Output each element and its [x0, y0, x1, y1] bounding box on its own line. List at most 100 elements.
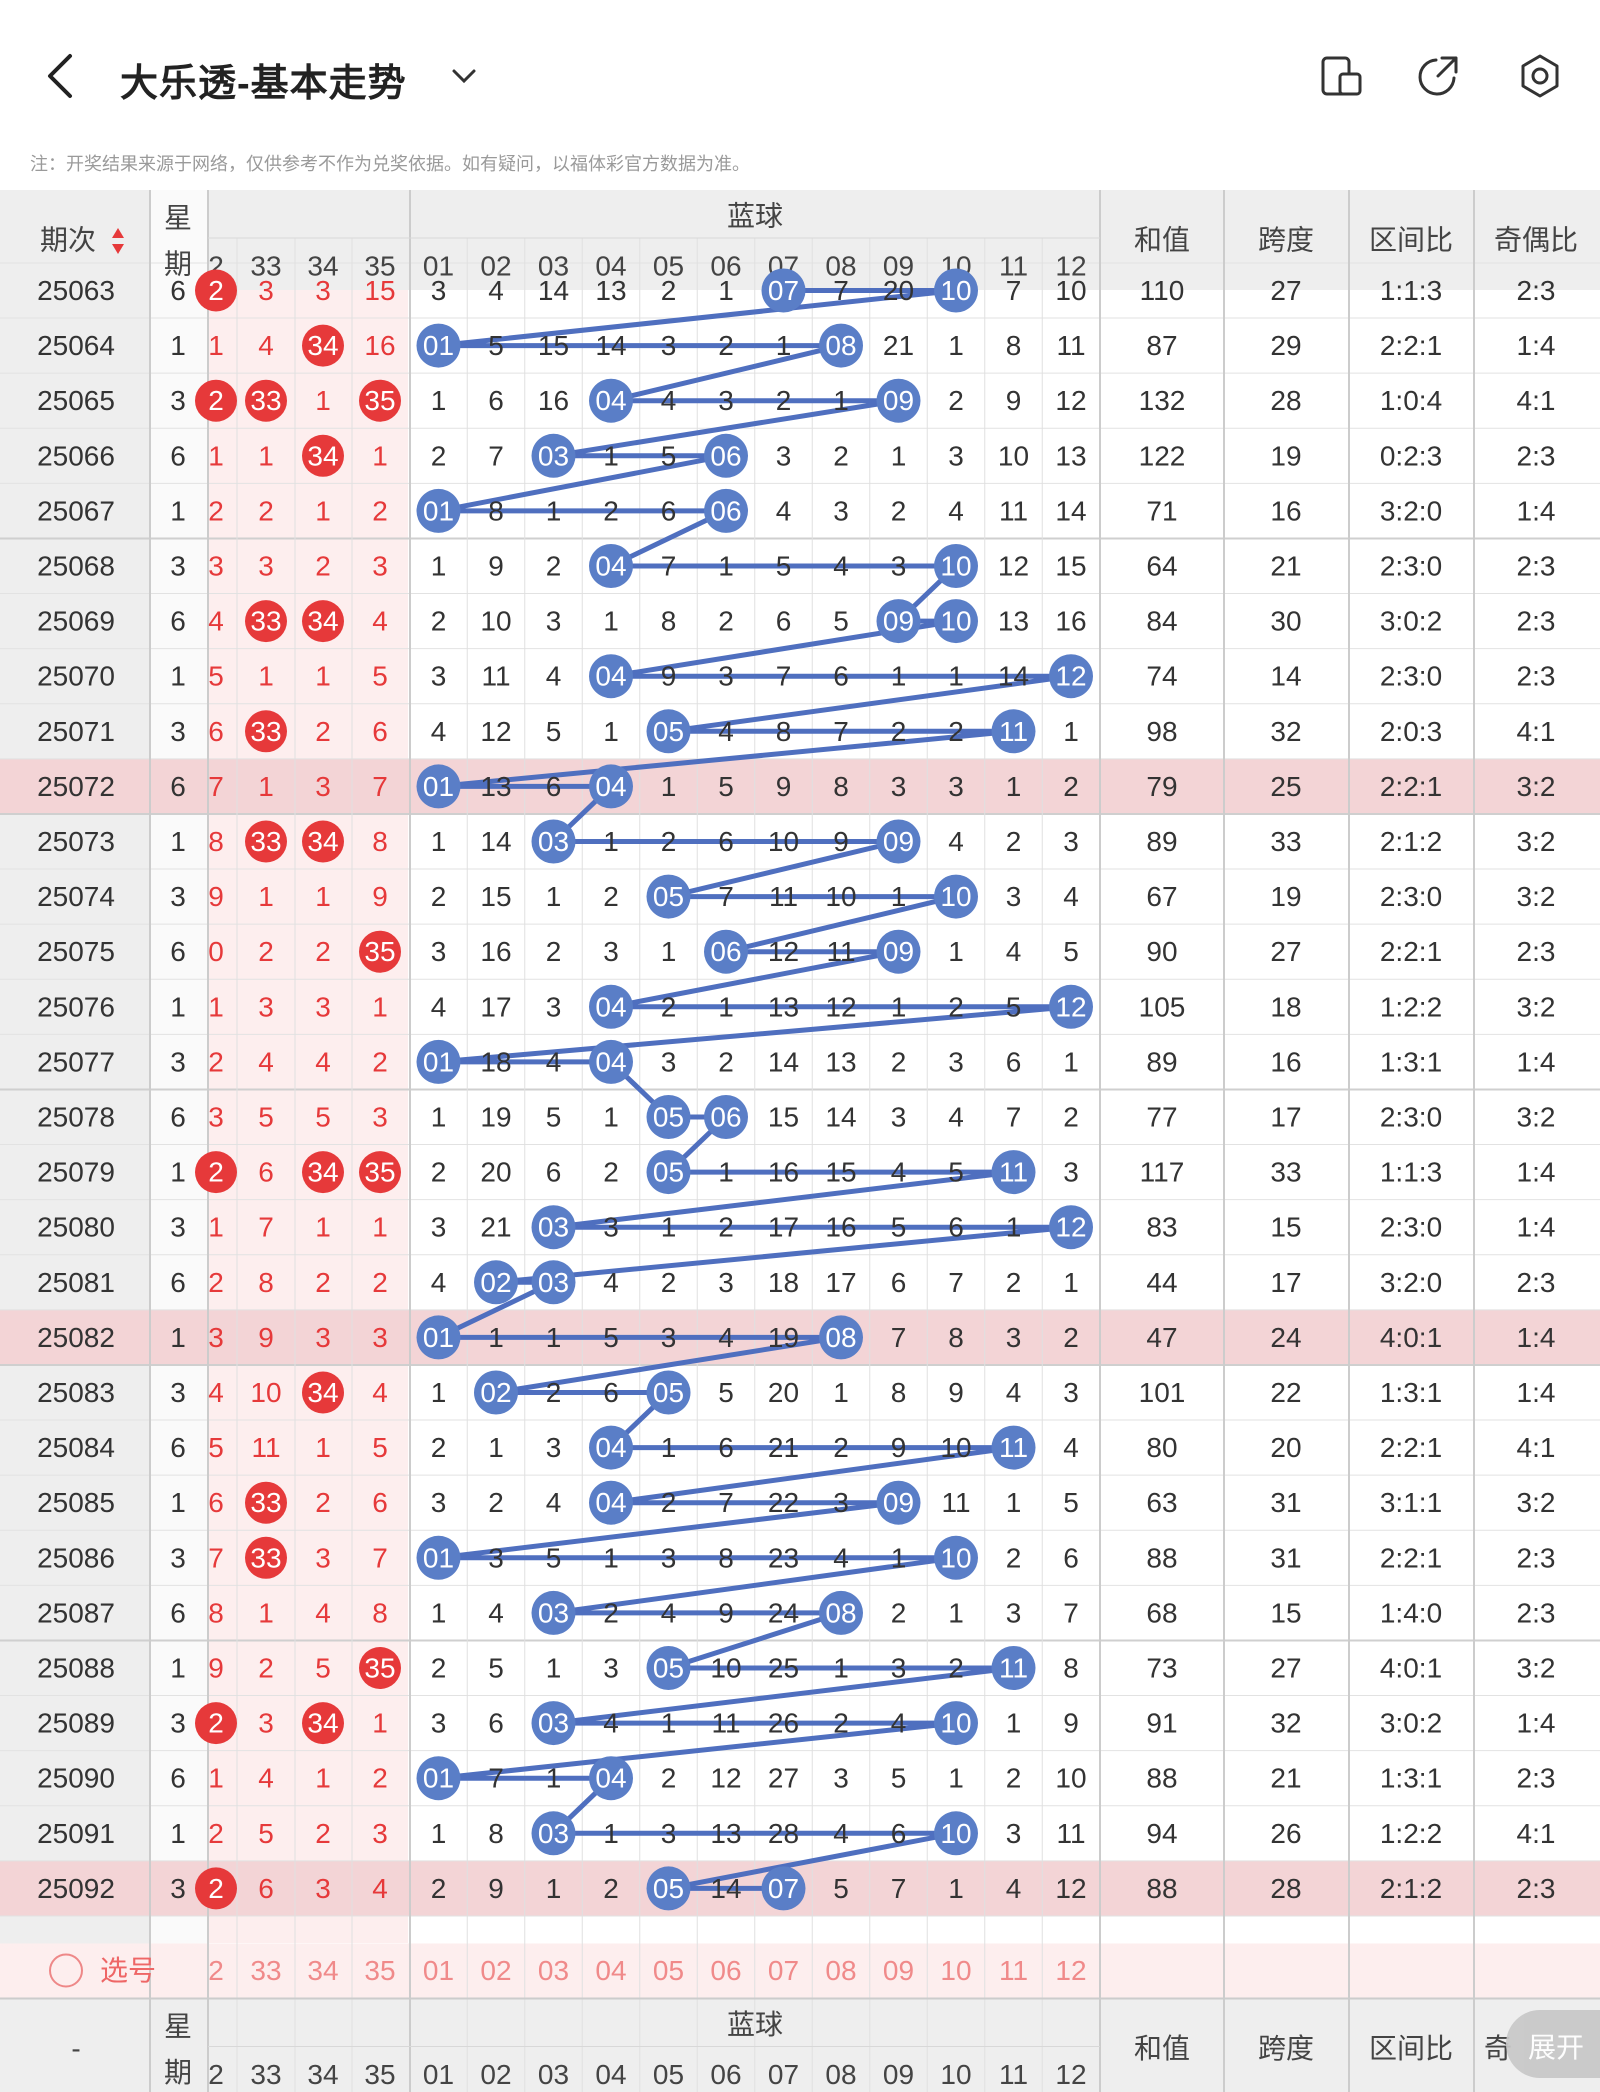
sort-up-icon[interactable]: [112, 228, 124, 238]
table-row[interactable]: 25067 1 2 2 1 2 01 8 1 2 6 06 4 3 2 4 11 14 71 16 3:2:0 1:4: [37, 488, 1555, 533]
table-row[interactable]: 25089 3 2 3 34 1 3 6 03 4 1 11 26 2 4 10 1 9 91 32 3:0:2 1:4: [37, 1701, 1555, 1746]
red-cell: 9: [208, 1653, 224, 1684]
select-radio-icon[interactable]: [49, 1953, 83, 1988]
blue-miss-count: 1: [661, 1708, 677, 1739]
table-row[interactable]: 25069 6 4 33 34 4 2 10 3 1 8 2 6 5 09 10 13 16 84 30 3:0:2 2:…: [37, 599, 1555, 644]
blue-miss-count: 7: [948, 1267, 964, 1298]
table-row[interactable]: 25077 3 2 4 4 2 01 18 4 04 3 2 14 13 2 3 6 1 89 16 1:3:1 1:4: [37, 1039, 1555, 1084]
weekday-cell: 1: [170, 330, 186, 361]
blue-miss-count: 3: [948, 440, 964, 471]
red-cell: 3: [208, 1102, 224, 1133]
table-row[interactable]: 25066 6 1 1 34 1 2 7 03 1 5 06 3 2 1 3 10 13 122 19 0:2:3 2:3: [37, 433, 1555, 478]
select-blue-02[interactable]: 02: [480, 1955, 511, 1986]
select-blue-08[interactable]: 08: [825, 1955, 856, 1986]
select-blue-07[interactable]: 07: [768, 1955, 799, 1986]
dropdown-chevron-icon[interactable]: [448, 60, 480, 92]
sort-down-icon[interactable]: [112, 244, 124, 254]
table-row[interactable]: 25075 6 0 2 2 35 3 16 2 3 1 06 12 11 09 1 4 5 90 27 2:2:1 2:3: [37, 929, 1555, 974]
select-blue-01[interactable]: 01: [423, 1955, 454, 1986]
table-row[interactable]: 25063 6 2 3 3 15 3 4 14 13 2 1 07 7 20 10 7 10 110 27 1:1:3 2…: [37, 268, 1555, 313]
period-cell: 25077: [37, 1046, 115, 1077]
span-cell: 17: [1270, 1267, 1301, 1298]
blue-ball: [761, 1866, 806, 1911]
blue-miss-count: 11: [481, 661, 510, 692]
blue-miss-count: 6: [718, 826, 734, 857]
page-title[interactable]: 大乐透-基本走势: [120, 63, 407, 105]
select-blue-05[interactable]: 05: [653, 1955, 684, 1986]
span-cell: 27: [1270, 936, 1301, 967]
back-arrow-icon[interactable]: [40, 50, 80, 102]
weekday-cell: 1: [170, 826, 186, 857]
select-blue-11[interactable]: 11: [999, 1955, 1028, 1986]
span-cell: 16: [1270, 1046, 1301, 1077]
period-cell: 25069: [37, 606, 115, 637]
table-row[interactable]: 25080 3 1 7 1 1 3 21 03 3 1 2 17 16 5 6 1 12 83 15 2:3:0 1:4: [37, 1205, 1555, 1250]
red-cell: 6: [372, 1487, 388, 1518]
table-row[interactable]: 25090 6 1 4 1 2 01 7 1 04 2 12 27 3 5 1 2 10 88 21 1:3:1 2:3: [37, 1756, 1555, 1801]
table-row[interactable]: 25064 1 1 4 34 16 01 5 15 14 3 2 1 08 21 1 8 11 87 29 2:2:1 1…: [37, 323, 1555, 368]
table-row[interactable]: 25073 1 8 33 34 8 1 14 03 1 2 6 10 9 09 4 2 3 89 33 2:1:2 3:2: [37, 819, 1555, 864]
table-row[interactable]: 25081 6 2 8 2 2 4 02 03 4 2 3 18 17 6 7 2 1 44 17 3:2:0 2:3: [37, 1260, 1555, 1305]
expand-button[interactable]: 展开: [1506, 2010, 1600, 2078]
select-red-35[interactable]: 35: [364, 1955, 395, 1986]
footer-blue-col-12: 12: [1055, 2059, 1086, 2090]
blue-miss-count: 1: [1006, 1708, 1022, 1739]
table-row[interactable]: 25092 3 2 6 3 4 2 9 1 2 05 14 07 5 7 1 4 12 88 28 2:1:2 2:3: [37, 1866, 1555, 1911]
header-zone: 区间比: [1369, 225, 1453, 256]
select-blue-10[interactable]: 10: [940, 1955, 971, 1986]
blue-ball: [589, 1039, 633, 1084]
sum-cell: 79: [1146, 771, 1177, 802]
red-cell: 1: [258, 1597, 274, 1628]
blue-miss-count: 1: [1063, 716, 1079, 747]
settings-icon[interactable]: [1516, 52, 1564, 100]
blue-miss-count: 1: [718, 275, 734, 306]
footer-blue-col-11: 11: [999, 2059, 1028, 2090]
blue-miss-count: 2: [948, 991, 964, 1022]
select-blue-12[interactable]: 12: [1055, 1955, 1086, 1986]
header-weekday-top: 星: [164, 203, 192, 234]
span-cell: 15: [1270, 1212, 1301, 1243]
red-cell: 7: [208, 1542, 224, 1573]
blue-ball: [531, 1260, 576, 1305]
table-row[interactable]: 25065 3 2 33 1 35 1 6 16 04 4 3 2 1 09 2 9 12 132 28 1:0:4 4:…: [37, 378, 1555, 423]
table-row[interactable]: 25088 1 9 2 5 35 2 5 1 3 05 10 25 1 3 2 11 8 73 27 4:0:1 3:2: [37, 1646, 1555, 1690]
blue-miss-count: 2: [603, 1873, 619, 1904]
red-ball: [195, 1867, 237, 1910]
select-blue-06[interactable]: 06: [710, 1955, 741, 1986]
select-number-row[interactable]: 选号 2 33 34 35 01 02 03 04 05 06 07 08 09 10 11 12: [49, 1953, 1087, 1988]
blue-miss-count: 2: [661, 1487, 677, 1518]
table-row[interactable]: 25070 1 5 1 1 5 3 11 4 04 9 3 7 6 1 1 14 12 74 14 2:3:0 2:3: [37, 654, 1555, 699]
device-layout-icon[interactable]: [1318, 52, 1366, 100]
share-icon[interactable]: [1414, 52, 1462, 100]
table-row[interactable]: 25071 3 6 33 2 6 4 12 5 1 05 4 8 7 2 2 11 1 98 32 2:0:3 4:1: [37, 709, 1555, 754]
table-row[interactable]: 25087 6 8 1 4 8 1 4 03 2 4 9 24 08 2 1 3 7 68 15 1:4:0 2:3: [37, 1590, 1555, 1635]
select-red-33[interactable]: 33: [250, 1955, 281, 1986]
blue-miss-count: 12: [768, 936, 799, 967]
blue-miss-count: 1: [1063, 1267, 1079, 1298]
select-blue-03[interactable]: 03: [538, 1955, 569, 1986]
table-row[interactable]: 25079 1 2 6 34 35 2 20 6 2 05 1 16 15 4 5 11 3 117 33 1:1:3 1…: [37, 1150, 1555, 1195]
table-row[interactable]: 25078 6 3 5 5 3 1 19 5 1 05 06 15 14 3 4 7 2 77 17 2:3:0 3:2: [37, 1095, 1555, 1139]
table-row[interactable]: 25085 1 6 33 2 6 3 2 4 04 2 7 22 3 09 11 1 5 63 31 3:1:1 3:2: [37, 1480, 1555, 1525]
select-red-2[interactable]: 2: [208, 1955, 224, 1986]
blue-miss-count: 17: [480, 991, 511, 1022]
table-row[interactable]: 25084 6 5 11 1 5 2 1 3 04 1 6 21 2 9 10 11 4 80 20 2:2:1 4:1: [37, 1425, 1555, 1470]
blue-miss-count: 2: [431, 606, 447, 637]
table-row[interactable]: 25091 1 2 5 2 3 1 8 03 1 3 13 28 4 6 10 3 11 94 26 1:2:2 4:1: [37, 1811, 1555, 1856]
table-row[interactable]: 25086 3 7 33 3 7 01 3 5 1 3 8 23 4 1 10 2 6 88 31 2:2:1 2:3: [37, 1535, 1555, 1580]
footer-weekday-top: 星: [164, 2011, 192, 2042]
table-row[interactable]: 25082 1 3 9 3 3 01 1 1 5 3 4 19 08 7 8 3 2 47 24 4:0:1 1:4: [37, 1315, 1555, 1360]
table-row[interactable]: 25076 1 1 3 3 1 4 17 3 04 2 1 13 12 1 2 5 12 105 18 1:2:2 3:2: [37, 984, 1555, 1029]
blue-miss-count: 8: [1006, 330, 1022, 361]
select-label[interactable]: 选号: [100, 1955, 156, 1986]
table-row[interactable]: 25068 3 3 3 2 3 1 9 2 04 7 1 5 4 3 10 12 15 64 21 2:3:0 2:3: [37, 544, 1555, 588]
footer-blue-col-05: 05: [653, 2059, 684, 2090]
table-row[interactable]: 25083 3 4 10 34 4 1 02 2 6 05 5 20 1 8 9 4 3 101 22 1:3:1 1:4: [37, 1370, 1555, 1415]
select-red-34[interactable]: 34: [307, 1955, 338, 1986]
table-row[interactable]: 25072 6 7 1 3 7 01 13 6 04 1 5 9 8 3 3 1 2 79 25 2:2:1 3:2: [37, 764, 1555, 809]
select-blue-09[interactable]: 09: [883, 1955, 914, 1986]
red-cell: 9: [208, 881, 224, 912]
table-row[interactable]: 25074 3 9 1 1 9 2 15 1 2 05 7 11 10 1 10 3 4 67 19 2:3:0 3:2: [37, 874, 1555, 919]
select-blue-04[interactable]: 04: [595, 1955, 626, 1986]
blue-miss-count: 10: [1055, 275, 1086, 306]
